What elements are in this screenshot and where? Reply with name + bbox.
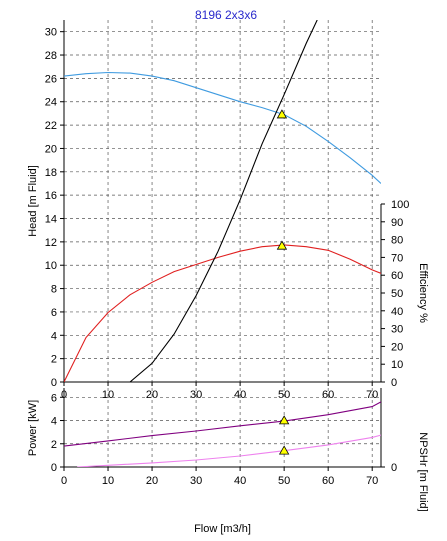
head-axis-label: Head [m Fluid] — [27, 165, 39, 237]
power-tick-label: 6 — [51, 392, 57, 404]
power-tick-label: 0 — [51, 462, 57, 474]
bottom-x-tick-label: 50 — [278, 475, 290, 487]
duty-point-efficiency-marker — [276, 240, 288, 250]
head-tick-label: 10 — [45, 260, 57, 272]
power-curve — [64, 401, 381, 447]
head-tick-label: 0 — [51, 377, 57, 389]
head-tick-label: 12 — [45, 237, 57, 249]
efficiency-tick-label: 30 — [391, 324, 403, 336]
efficiency-tick-label: 0 — [391, 377, 397, 389]
duty-point-power-marker — [278, 415, 290, 425]
efficiency-tick-label: 10 — [391, 359, 403, 371]
efficiency-tick-label: 40 — [391, 306, 403, 318]
npshr-tick-label: 0 — [391, 462, 397, 474]
efficiency-curve — [64, 244, 381, 382]
top-series-group — [64, 20, 381, 382]
bottom-x-tick-label: 40 — [234, 475, 246, 487]
efficiency-tick-label: 90 — [391, 217, 403, 229]
head-tick-label: 16 — [45, 190, 57, 202]
bottom-x-tick-label: 20 — [146, 475, 158, 487]
head-tick-label: 24 — [45, 97, 57, 109]
head-tick-label: 2 — [51, 354, 57, 366]
power-tick-label: 2 — [51, 439, 57, 451]
chart-title: 8196 2x3x6 — [195, 8, 257, 22]
head-tick-label: 22 — [45, 120, 57, 132]
npshr-curve — [77, 434, 381, 467]
head-tick-label: 6 — [51, 307, 57, 319]
head-tick-label: 18 — [45, 167, 57, 179]
bottom-x-tick-label: 10 — [102, 475, 114, 487]
head-tick-label: 28 — [45, 50, 57, 62]
efficiency-tick-label: 20 — [391, 341, 403, 353]
power-tick-label: 4 — [51, 416, 57, 428]
head-tick-label: 14 — [45, 214, 57, 226]
bottom-x-tick-label: 30 — [190, 475, 202, 487]
head-tick-label: 26 — [45, 73, 57, 85]
head-tick-label: 8 — [51, 284, 57, 296]
head-curve — [64, 71, 381, 184]
power-axis-label: Power [kW] — [27, 400, 39, 456]
efficiency-tick-label: 60 — [391, 270, 403, 282]
efficiency-tick-label: 70 — [391, 252, 403, 264]
efficiency-tick-label: 100 — [391, 199, 409, 211]
duty-point-npshr-marker — [278, 445, 290, 455]
bottom-x-tick-label: 60 — [322, 475, 334, 487]
bottom-x-tick-label: 70 — [366, 475, 378, 487]
flow-axis-label: Flow [m3/h] — [194, 523, 251, 535]
head-tick-label: 4 — [51, 330, 57, 342]
efficiency-tick-label: 50 — [391, 288, 403, 300]
head-efficiency-panel: 0246810121416182022242628300102030405060… — [27, 20, 429, 401]
npshr-axis-label: NPSHr [m Fluid] — [417, 432, 429, 511]
duty-point-head-marker — [276, 109, 288, 119]
bottom-series-group — [64, 401, 381, 467]
bottom-x-tick-label: 0 — [61, 475, 67, 487]
efficiency-axis-label: Efficiency % — [417, 263, 429, 323]
efficiency-tick-label: 80 — [391, 235, 403, 247]
head-tick-label: 30 — [45, 27, 57, 39]
head-tick-label: 20 — [45, 143, 57, 155]
system-curve — [129, 20, 318, 382]
